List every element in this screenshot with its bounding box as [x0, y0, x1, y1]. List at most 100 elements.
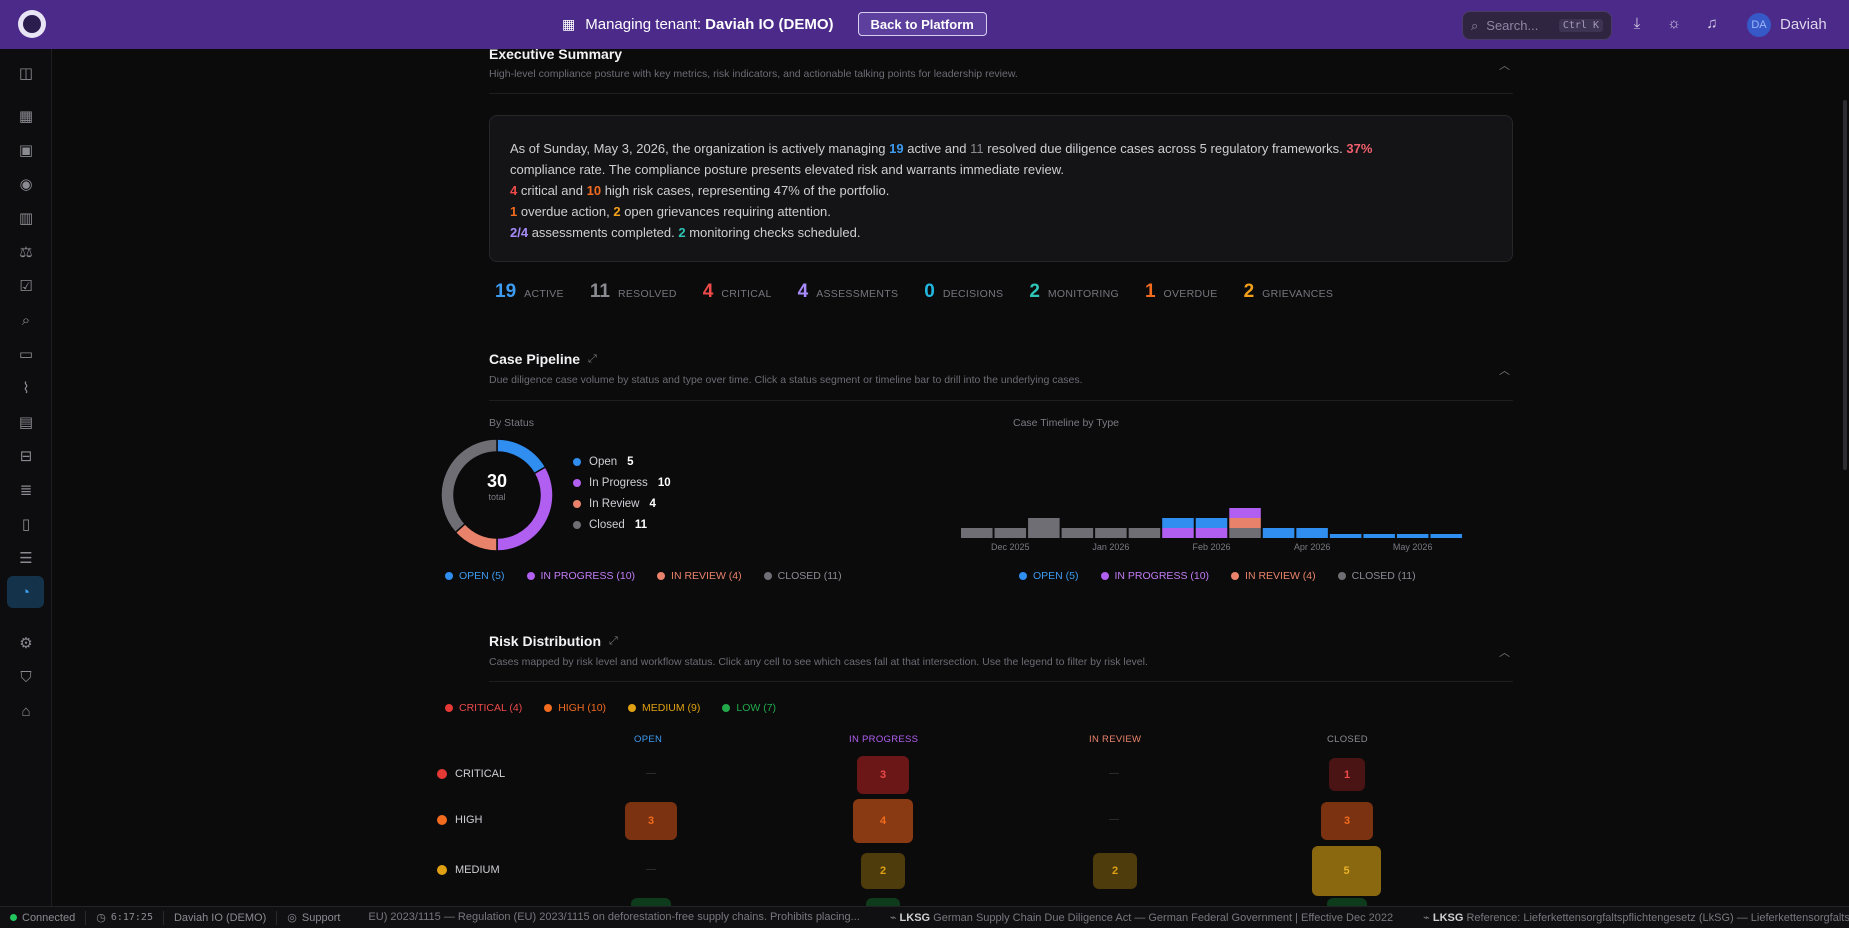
back-to-platform-button[interactable]: Back to Platform: [857, 12, 987, 36]
metric-resolved[interactable]: 11 RESOLVED: [589, 281, 677, 302]
gear-icon[interactable]: ⚙: [19, 635, 33, 652]
metric-overdue[interactable]: 1 OVERDUE: [1144, 281, 1218, 302]
timeline-bar-open[interactable]: [1162, 518, 1194, 528]
checkbox-icon[interactable]: ☑: [19, 278, 33, 295]
timeline-bar-in-progress[interactable]: [1229, 508, 1261, 518]
timeline-bar-open[interactable]: [1296, 528, 1328, 538]
sidebar: ◫ ▦ ▣ ◉ ▥ ⚖ ☑ ⌕ ▭ ⌇ ▤ ⊟ ≣ ▯ ☰ ◔ ⚙ ⛉ ⌂: [0, 49, 52, 906]
heatmap-cell[interactable]: 3: [857, 756, 909, 794]
chip-in-review[interactable]: IN REVIEW (4): [657, 570, 742, 582]
metric-active[interactable]: 19 ACTIVE: [495, 281, 564, 302]
search-icon[interactable]: ⌕: [21, 311, 31, 329]
chip-in-progress[interactable]: IN PROGRESS (10): [526, 570, 635, 582]
scrollbar[interactable]: [1843, 100, 1847, 470]
chip-open[interactable]: OPEN (5): [1019, 570, 1079, 582]
status-donut-chart[interactable]: [436, 434, 558, 556]
bank-icon[interactable]: ⌂: [21, 702, 31, 720]
heatmap-col-open: OPEN: [634, 734, 663, 745]
metric-monitoring[interactable]: 2 MONITORING: [1029, 281, 1119, 302]
user-name[interactable]: Daviah: [1780, 16, 1827, 33]
timeline-bar-baseline[interactable]: [1363, 534, 1395, 538]
timeline-bar-in-progress[interactable]: [1195, 528, 1228, 538]
scroll-icon[interactable]: ≣: [19, 482, 33, 499]
chat-icon[interactable]: ▭: [18, 346, 34, 363]
timeline-bar-open[interactable]: [1195, 518, 1228, 528]
metric-decisions[interactable]: 0 DECISIONS: [924, 281, 1004, 302]
chip-in-progress[interactable]: IN PROGRESS (10): [1100, 570, 1209, 582]
expand-icon[interactable]: ⤢: [588, 352, 597, 365]
shield-icon[interactable]: ⛉: [20, 668, 32, 686]
timeline-bar-closed[interactable]: [1061, 528, 1094, 538]
risk-legend-critical[interactable]: CRITICAL (4): [445, 702, 522, 714]
clipboard-icon[interactable]: ☰: [19, 550, 33, 567]
heatmap-cell[interactable]: 3: [625, 802, 677, 840]
risk-legend-medium[interactable]: MEDIUM (9): [628, 702, 700, 714]
chip-closed[interactable]: CLOSED (11): [1337, 570, 1416, 582]
timeline-bar-in-progress[interactable]: [1162, 528, 1194, 538]
legend-in-review[interactable]: In Review 4: [573, 497, 671, 511]
search-placeholder: Search...: [1486, 18, 1539, 33]
timeline-bar-closed[interactable]: [961, 528, 993, 538]
timeline-bar-baseline[interactable]: [1329, 534, 1362, 538]
timeline-bar-baseline[interactable]: [1430, 534, 1462, 538]
bar-chart-icon[interactable]: ▥: [18, 210, 34, 227]
timeline-bar-in-review[interactable]: [1229, 518, 1261, 528]
ticker-item[interactable]: ⌁ LKSG Reference: Lieferkettensorgfaltsp…: [1423, 912, 1849, 924]
collapse-chevron-icon[interactable]: ︿: [1499, 365, 1510, 377]
heatmap-cell[interactable]: 5: [1312, 846, 1381, 896]
chip-in-review[interactable]: IN REVIEW (4): [1231, 570, 1316, 582]
ticker-item[interactable]: ⌁ LKSG German Supply Chain Due Diligence…: [889, 912, 1394, 924]
heatmap-cell[interactable]: 4: [853, 799, 913, 843]
timeline-bar-open[interactable]: [1262, 528, 1295, 538]
timeline-bar-closed[interactable]: [1095, 528, 1127, 538]
metric-critical[interactable]: 4 CRITICAL: [702, 281, 772, 302]
heatmap-cell-partial[interactable]: [1327, 898, 1367, 906]
risk-legend-low[interactable]: LOW (7): [722, 702, 776, 714]
heatmap-cell[interactable]: 3: [1321, 802, 1373, 840]
expand-icon[interactable]: ⤢: [609, 634, 618, 647]
metric-grievances[interactable]: 2 GRIEVANCES: [1243, 281, 1334, 302]
briefcase-icon[interactable]: ▣: [18, 142, 34, 159]
support-link[interactable]: ◎ Support: [287, 911, 341, 925]
search-box[interactable]: ⌕ Search... Ctrl K: [1462, 11, 1612, 40]
heatmap-cell[interactable]: 2: [861, 853, 905, 889]
legend-closed[interactable]: Closed 11: [573, 518, 671, 532]
avatar[interactable]: DA: [1747, 13, 1771, 37]
timeline-bar-closed[interactable]: [994, 528, 1027, 538]
ticker-item[interactable]: EU) 2023/1115 — Regulation (EU) 2023/111…: [368, 911, 860, 923]
rss-icon: ⌁: [889, 912, 897, 924]
pie-chart-icon[interactable]: ◔: [7, 576, 44, 608]
sun-icon[interactable]: ☼: [1667, 15, 1681, 32]
bell-icon[interactable]: ♫: [1706, 15, 1718, 32]
timeline-bar-closed[interactable]: [1229, 528, 1261, 538]
paperclip-icon[interactable]: ⌇: [22, 380, 30, 397]
inbox-icon[interactable]: ⊟: [19, 448, 33, 465]
timeline-bar-closed[interactable]: [1028, 518, 1060, 538]
section-title-risk: Risk Distribution ⤢: [489, 633, 618, 649]
heatmap-cell[interactable]: 2: [1093, 853, 1137, 889]
download-icon[interactable]: ⤓: [1633, 15, 1641, 32]
app-logo[interactable]: [18, 10, 46, 38]
collapse-chevron-icon[interactable]: ︿: [1499, 60, 1510, 72]
timeline-bar-baseline[interactable]: [1396, 534, 1429, 538]
building-icon[interactable]: ▤: [18, 414, 34, 431]
eye-icon[interactable]: ◉: [19, 176, 33, 193]
legend-in-progress[interactable]: In Progress 10: [573, 476, 671, 490]
donut-slice-closed[interactable]: [440, 438, 498, 534]
collapse-chevron-icon[interactable]: ︿: [1499, 647, 1510, 659]
risk-legend-high[interactable]: HIGH (10): [544, 702, 606, 714]
scale-icon[interactable]: ⚖: [19, 244, 33, 261]
panel-toggle-icon[interactable]: ◫: [18, 65, 34, 82]
heatmap-cell-partial[interactable]: [866, 898, 900, 906]
donut-slice-open[interactable]: [496, 438, 547, 475]
heatmap-cell[interactable]: 1: [1329, 758, 1365, 791]
dashboard-icon[interactable]: ▦: [18, 108, 34, 125]
chip-open[interactable]: OPEN (5): [445, 570, 505, 582]
heatmap-cell-partial[interactable]: [631, 898, 671, 906]
metric-assessments[interactable]: 4 ASSESSMENTS: [797, 281, 899, 302]
timeline-bar-chart[interactable]: Dec 2025 Jan 2026 Feb 2026 Apr 2026 May 2026: [961, 440, 1462, 552]
chip-closed[interactable]: CLOSED (11): [763, 570, 842, 582]
timeline-bar-closed[interactable]: [1128, 528, 1161, 538]
document-icon[interactable]: ▯: [21, 516, 31, 533]
legend-open[interactable]: Open 5: [573, 455, 671, 469]
